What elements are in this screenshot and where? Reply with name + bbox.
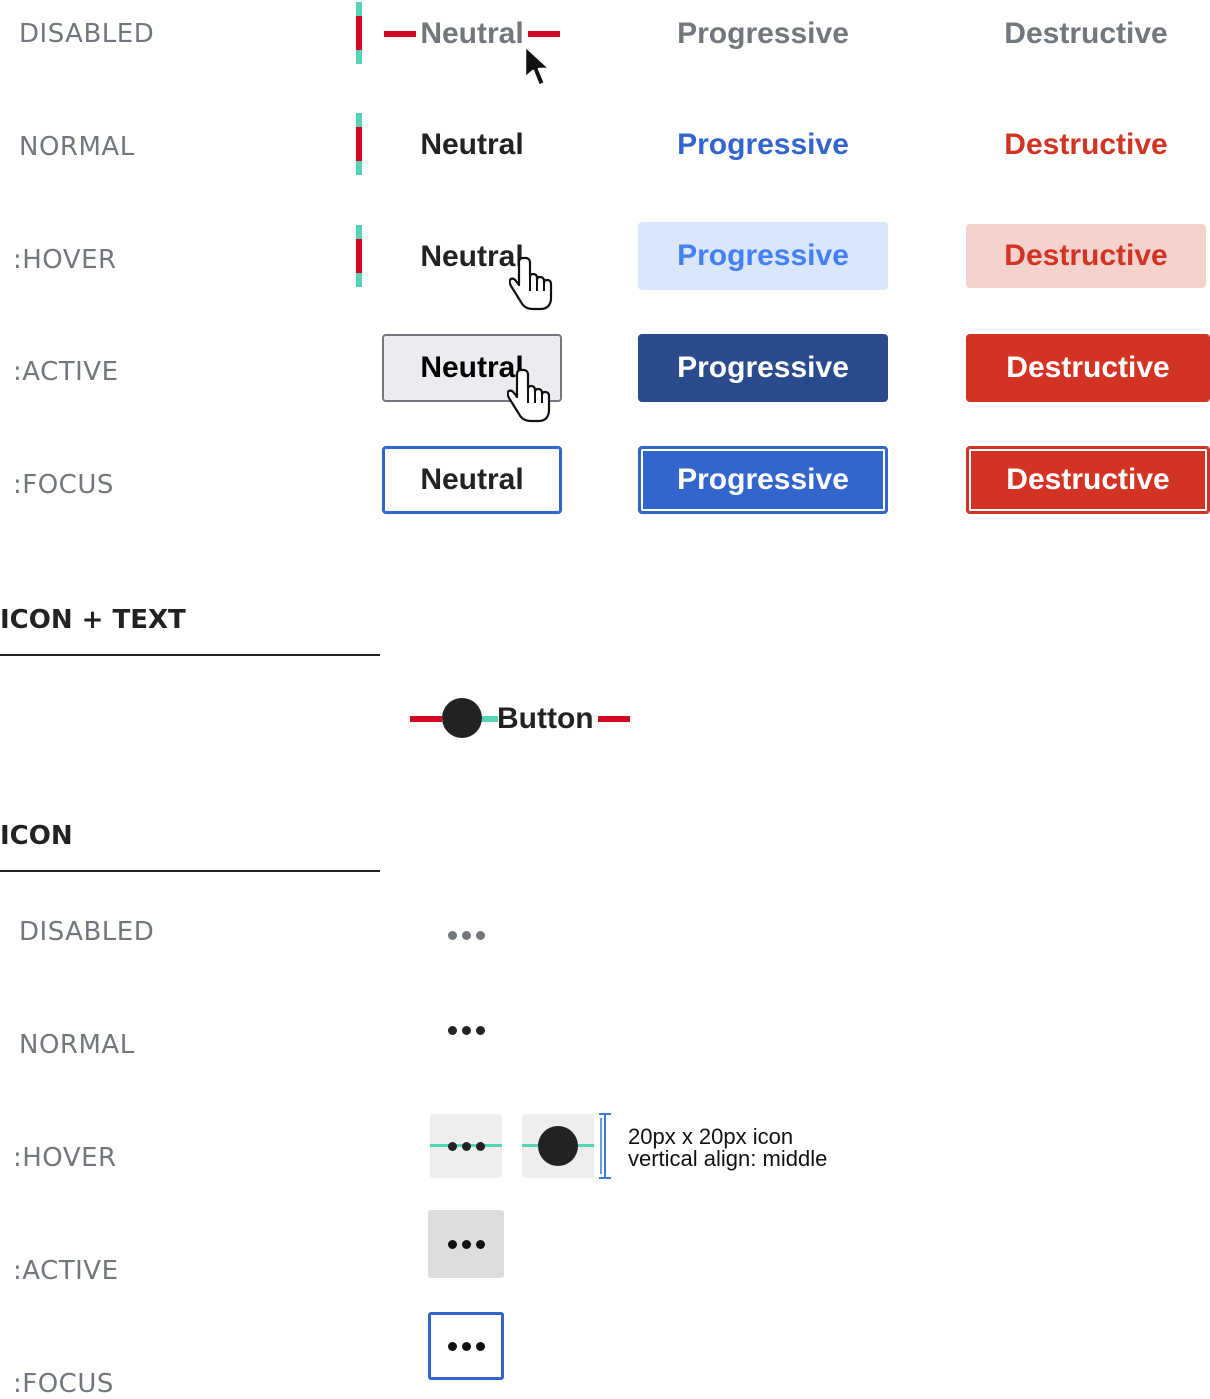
section-divider	[0, 654, 380, 656]
state-label-disabled: DISABLED	[19, 19, 155, 49]
destructive-button-disabled[interactable]: Destructive	[1004, 17, 1168, 50]
state-label-hover: :HOVER	[13, 245, 117, 275]
padding-marker-hover	[356, 225, 364, 287]
destructive-button-active[interactable]: Destructive	[966, 334, 1210, 402]
icon-state-label-hover: :HOVER	[13, 1143, 117, 1173]
circle-icon	[442, 698, 482, 738]
progressive-button-focus[interactable]: Progressive	[638, 446, 888, 514]
destructive-button-normal[interactable]: Destructive	[1004, 128, 1168, 161]
height-dimension-icon	[599, 1113, 611, 1179]
destructive-button-focus[interactable]: Destructive	[966, 446, 1210, 514]
neutral-button-active[interactable]: Neutral	[382, 334, 562, 402]
state-label-focus: :FOCUS	[13, 470, 114, 500]
progressive-button-normal[interactable]: Progressive	[677, 128, 849, 161]
more-button-active[interactable]	[428, 1210, 504, 1278]
more-button-disabled[interactable]	[430, 912, 502, 958]
padding-marker-disabled	[356, 2, 364, 64]
icon-text-button[interactable]: Button	[442, 697, 602, 741]
destructive-button-hover[interactable]: Destructive	[966, 224, 1206, 288]
hand-cursor-icon	[507, 368, 551, 423]
annotation-size: 20px x 20px icon	[628, 1124, 794, 1149]
section-title-icon: ICON	[0, 821, 73, 851]
more-button-hover[interactable]	[430, 1114, 502, 1178]
section-divider	[0, 870, 380, 872]
more-button-normal[interactable]	[430, 1007, 502, 1053]
ellipsis-icon	[447, 1025, 485, 1035]
circle-icon	[538, 1126, 578, 1166]
arrow-cursor-icon	[523, 44, 552, 88]
neutral-button-disabled[interactable]: Neutral	[420, 17, 524, 50]
state-label-normal: NORMAL	[19, 132, 135, 162]
horizontal-padding-marker-right	[528, 31, 560, 37]
progressive-button-active[interactable]: Progressive	[638, 334, 888, 402]
icon-text-spacing-diagram	[410, 697, 632, 741]
icon-state-label-active: :ACTIVE	[13, 1256, 119, 1286]
neutral-button-normal[interactable]: Neutral	[420, 128, 524, 161]
ellipsis-icon	[447, 1341, 485, 1351]
annotation-align: vertical align: middle	[628, 1146, 828, 1171]
progressive-button-hover[interactable]: Progressive	[638, 222, 888, 290]
ellipsis-icon	[447, 1239, 485, 1249]
neutral-button-hover[interactable]: Neutral	[420, 240, 524, 273]
progressive-button-disabled[interactable]: Progressive	[677, 17, 849, 50]
icon-state-label-disabled: DISABLED	[19, 917, 155, 947]
section-title-icon-text: ICON + TEXT	[0, 605, 186, 635]
icon-state-label-focus: :FOCUS	[13, 1369, 114, 1399]
ellipsis-icon	[447, 930, 485, 940]
icon-button-hover-example[interactable]	[522, 1114, 594, 1178]
state-label-active: :ACTIVE	[13, 357, 119, 387]
neutral-button-focus[interactable]: Neutral	[382, 446, 562, 514]
horizontal-padding-marker-left	[384, 31, 416, 37]
ellipsis-icon	[447, 1141, 485, 1151]
padding-marker-normal	[356, 113, 364, 175]
more-button-focus[interactable]	[428, 1312, 504, 1380]
icon-text-button-label: Button	[497, 702, 594, 735]
hand-cursor-icon	[509, 256, 553, 311]
icon-state-label-normal: NORMAL	[19, 1030, 135, 1060]
